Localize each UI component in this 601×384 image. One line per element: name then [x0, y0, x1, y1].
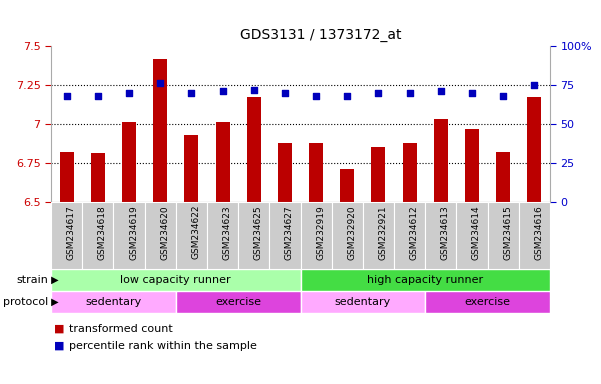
Point: [124, 90, 134, 96]
Text: protocol: protocol: [3, 297, 48, 307]
Bar: [332, 202, 363, 269]
Bar: [114, 202, 145, 269]
Bar: [300, 202, 332, 269]
Text: GSM234623: GSM234623: [222, 205, 231, 260]
Point: [343, 93, 352, 99]
Bar: [300, 291, 426, 313]
Text: percentile rank within the sample: percentile rank within the sample: [69, 341, 257, 351]
Bar: [176, 202, 207, 269]
Text: GSM234618: GSM234618: [98, 205, 107, 260]
Bar: [434, 119, 448, 202]
Text: exercise: exercise: [215, 297, 261, 307]
Bar: [465, 129, 479, 202]
Bar: [145, 202, 176, 269]
Bar: [278, 142, 292, 202]
Text: high capacity runner: high capacity runner: [367, 275, 483, 285]
Bar: [300, 269, 550, 291]
Text: GSM232921: GSM232921: [379, 205, 388, 260]
Text: GSM234619: GSM234619: [129, 205, 138, 260]
Point: [249, 86, 258, 93]
Point: [218, 88, 227, 94]
Point: [311, 93, 321, 99]
Text: sedentary: sedentary: [85, 297, 142, 307]
Text: GSM234615: GSM234615: [503, 205, 512, 260]
Bar: [496, 152, 510, 202]
Text: GSM234612: GSM234612: [410, 205, 419, 260]
Text: ▶: ▶: [48, 275, 59, 285]
Bar: [82, 202, 114, 269]
Bar: [216, 122, 230, 202]
Point: [280, 90, 290, 96]
Point: [374, 90, 383, 96]
Text: transformed count: transformed count: [69, 324, 173, 334]
Text: GSM234627: GSM234627: [285, 205, 294, 260]
Bar: [456, 202, 487, 269]
Bar: [269, 202, 300, 269]
Text: exercise: exercise: [465, 297, 511, 307]
Text: GSM234614: GSM234614: [472, 205, 481, 260]
Bar: [153, 58, 167, 202]
Bar: [59, 152, 74, 202]
Bar: [363, 202, 394, 269]
Bar: [238, 202, 269, 269]
Bar: [51, 291, 176, 313]
Bar: [51, 269, 300, 291]
Text: GSM234617: GSM234617: [67, 205, 76, 260]
Bar: [51, 202, 82, 269]
Text: sedentary: sedentary: [335, 297, 391, 307]
Bar: [185, 135, 198, 202]
Text: low capacity runner: low capacity runner: [120, 275, 231, 285]
Point: [436, 88, 445, 94]
Bar: [403, 142, 416, 202]
Text: strain: strain: [16, 275, 48, 285]
Bar: [207, 202, 238, 269]
Point: [156, 80, 165, 86]
Point: [186, 90, 196, 96]
Bar: [371, 147, 385, 202]
Bar: [527, 98, 542, 202]
Bar: [519, 202, 550, 269]
Point: [467, 90, 477, 96]
Bar: [176, 291, 300, 313]
Bar: [426, 291, 550, 313]
Point: [93, 93, 103, 99]
Text: ■: ■: [54, 341, 64, 351]
Text: GSM234625: GSM234625: [254, 205, 263, 260]
Bar: [309, 142, 323, 202]
Bar: [394, 202, 426, 269]
Bar: [426, 202, 456, 269]
Text: GSM234613: GSM234613: [441, 205, 450, 260]
Point: [405, 90, 415, 96]
Text: ■: ■: [54, 324, 64, 334]
Text: GDS3131 / 1373172_at: GDS3131 / 1373172_at: [240, 28, 402, 42]
Bar: [487, 202, 519, 269]
Text: GSM232919: GSM232919: [316, 205, 325, 260]
Bar: [247, 98, 261, 202]
Point: [62, 93, 72, 99]
Bar: [340, 169, 354, 202]
Text: GSM234622: GSM234622: [191, 205, 200, 260]
Text: GSM234616: GSM234616: [534, 205, 543, 260]
Point: [498, 93, 508, 99]
Text: GSM234620: GSM234620: [160, 205, 169, 260]
Text: GSM232920: GSM232920: [347, 205, 356, 260]
Bar: [122, 122, 136, 202]
Bar: [91, 153, 105, 202]
Point: [529, 82, 539, 88]
Text: ▶: ▶: [48, 297, 59, 307]
